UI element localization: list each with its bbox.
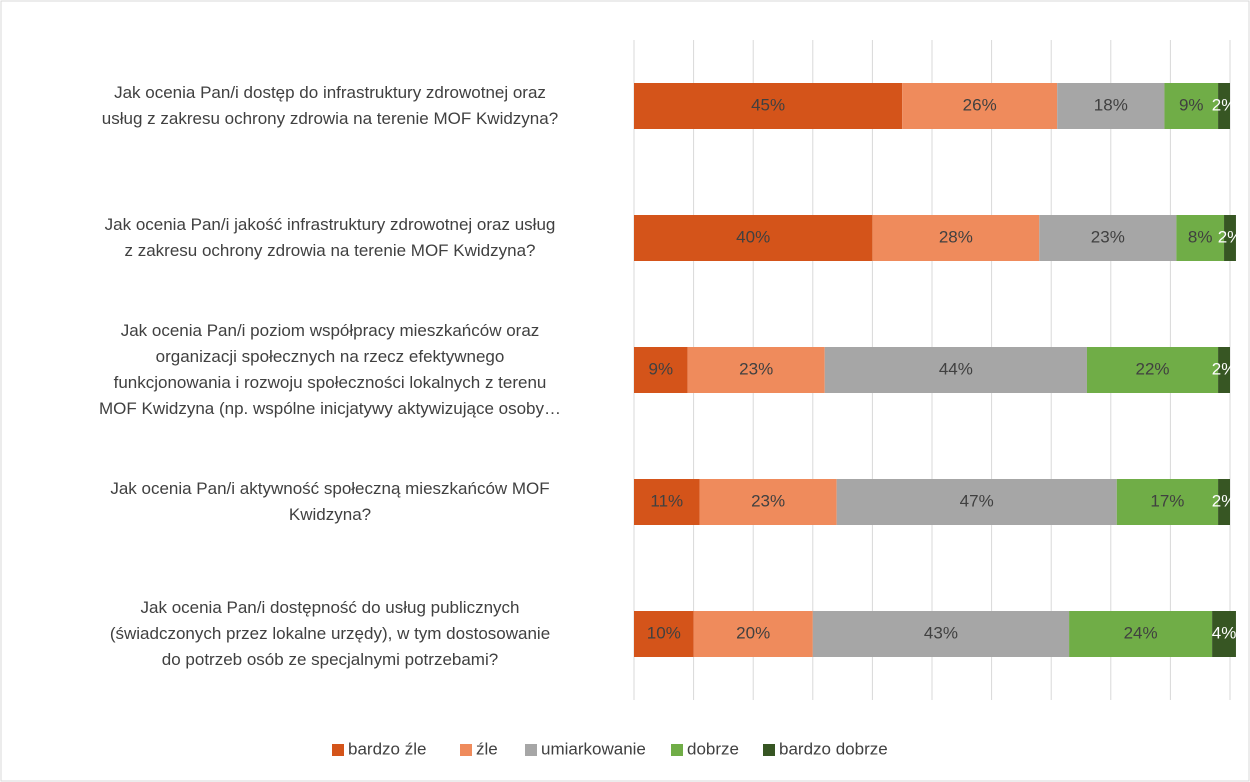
- bar-segment: [1176, 215, 1225, 261]
- value-label: 9%: [649, 359, 674, 378]
- value-label: 2%: [1212, 95, 1237, 114]
- bar-segment: [1039, 215, 1177, 261]
- bar-segment: [1212, 611, 1236, 657]
- bar-segment: [1218, 83, 1230, 129]
- bar-segment: [812, 611, 1070, 657]
- legend-swatch: [332, 744, 344, 756]
- bar-segment: [634, 215, 873, 261]
- legend-label: umiarkowanie: [541, 739, 646, 758]
- bar-segment: [693, 611, 813, 657]
- bar-segment: [836, 479, 1117, 525]
- value-label: 45%: [751, 95, 785, 114]
- bar-segment: [687, 347, 825, 393]
- value-label: 47%: [960, 491, 994, 510]
- bar-segment: [1057, 83, 1165, 129]
- legend-label: dobrze: [687, 739, 739, 758]
- category-label: Jak ocenia Pan/i poziom współpracy miesz…: [98, 321, 561, 418]
- bar-segment: [1086, 347, 1219, 393]
- value-label: 2%: [1212, 359, 1237, 378]
- bar-segment: [634, 611, 694, 657]
- bar-segment: [634, 479, 700, 525]
- legend-label: źle: [476, 739, 498, 758]
- bar-segment: [1164, 83, 1219, 129]
- bar-segment: [1069, 611, 1213, 657]
- category-label: Jak ocenia Pan/i aktywność społeczną mie…: [110, 479, 550, 524]
- value-label: 17%: [1150, 491, 1184, 510]
- value-label: 24%: [1124, 623, 1158, 642]
- category-label: Jak ocenia Pan/i dostępność do usług pub…: [109, 598, 551, 669]
- value-label: 26%: [963, 95, 997, 114]
- legend-label: bardzo źle: [348, 739, 426, 758]
- bar-segment: [1116, 479, 1219, 525]
- value-label: 10%: [647, 623, 681, 642]
- value-label: 43%: [924, 623, 958, 642]
- value-label: 18%: [1094, 95, 1128, 114]
- bar-segment: [634, 347, 688, 393]
- bar-segment: [1218, 479, 1230, 525]
- bar-segment: [824, 347, 1087, 393]
- value-label: 8%: [1188, 227, 1213, 246]
- category-label: Jak ocenia Pan/i jakość infrastruktury z…: [104, 215, 556, 260]
- value-label: 23%: [739, 359, 773, 378]
- value-label: 2%: [1218, 227, 1243, 246]
- legend-swatch: [763, 744, 775, 756]
- bar-segment: [699, 479, 837, 525]
- value-label: 4%: [1212, 623, 1237, 642]
- value-label: 2%: [1212, 491, 1237, 510]
- legend-label: bardzo dobrze: [779, 739, 888, 758]
- bar-segment: [634, 83, 903, 129]
- value-label: 11%: [650, 491, 683, 510]
- value-label: 22%: [1136, 359, 1170, 378]
- bar-segment: [902, 83, 1058, 129]
- value-label: 23%: [751, 491, 785, 510]
- legend-swatch: [671, 744, 683, 756]
- value-label: 9%: [1179, 95, 1204, 114]
- legend-swatch: [460, 744, 472, 756]
- category-label: Jak ocenia Pan/i dostęp do infrastruktur…: [101, 83, 559, 128]
- value-label: 44%: [939, 359, 973, 378]
- value-label: 28%: [939, 227, 973, 246]
- bar-segment: [872, 215, 1040, 261]
- legend-swatch: [525, 744, 537, 756]
- value-label: 40%: [736, 227, 770, 246]
- value-label: 20%: [736, 623, 770, 642]
- bar-segment: [1218, 347, 1230, 393]
- bar-segment: [1224, 215, 1236, 261]
- value-label: 23%: [1091, 227, 1125, 246]
